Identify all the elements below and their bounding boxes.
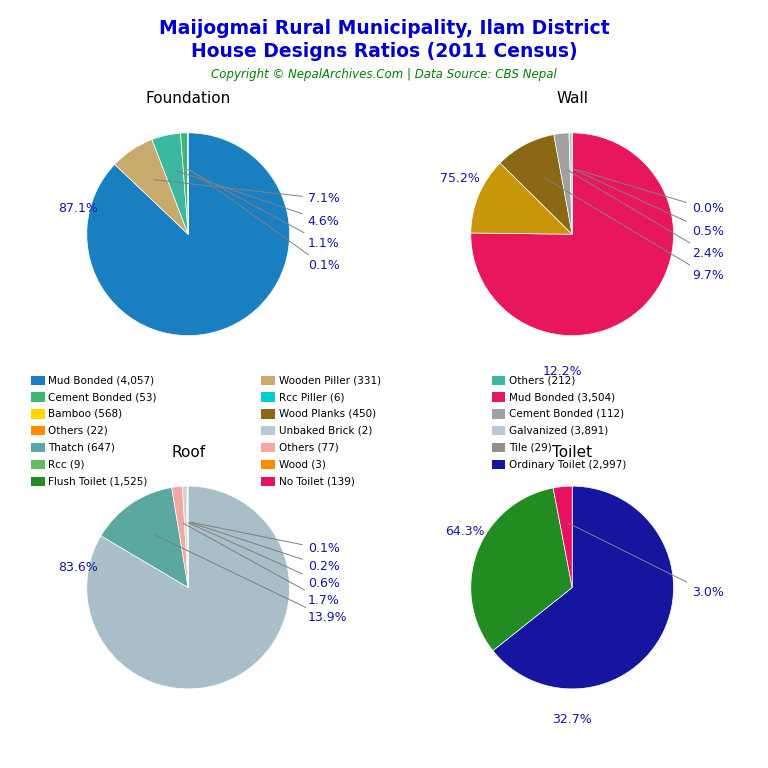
Text: Others (212): Others (212) bbox=[509, 375, 575, 386]
Text: Cement Bonded (53): Cement Bonded (53) bbox=[48, 392, 157, 402]
Text: 87.1%: 87.1% bbox=[58, 203, 98, 215]
Text: No Toilet (139): No Toilet (139) bbox=[279, 476, 355, 487]
Text: Rcc (9): Rcc (9) bbox=[48, 459, 85, 470]
Wedge shape bbox=[500, 134, 572, 234]
Wedge shape bbox=[172, 486, 188, 588]
Text: 0.5%: 0.5% bbox=[574, 170, 723, 238]
Text: House Designs Ratios (2011 Census): House Designs Ratios (2011 Census) bbox=[190, 42, 578, 61]
Text: Ordinary Toilet (2,997): Ordinary Toilet (2,997) bbox=[509, 459, 627, 470]
Wedge shape bbox=[553, 486, 572, 588]
Text: 0.0%: 0.0% bbox=[574, 169, 723, 215]
Text: 9.7%: 9.7% bbox=[544, 177, 723, 283]
Wedge shape bbox=[183, 486, 188, 588]
Wedge shape bbox=[471, 163, 572, 234]
Text: 83.6%: 83.6% bbox=[58, 561, 98, 574]
Text: 75.2%: 75.2% bbox=[440, 172, 480, 185]
Wedge shape bbox=[569, 133, 572, 234]
Wedge shape bbox=[493, 486, 674, 689]
Wedge shape bbox=[471, 488, 572, 650]
Title: Foundation: Foundation bbox=[145, 91, 231, 106]
Text: Mud Bonded (3,504): Mud Bonded (3,504) bbox=[509, 392, 615, 402]
Title: Wall: Wall bbox=[556, 91, 588, 106]
Text: 64.3%: 64.3% bbox=[445, 525, 485, 538]
Text: Rcc Piller (6): Rcc Piller (6) bbox=[279, 392, 344, 402]
Text: Wooden Piller (331): Wooden Piller (331) bbox=[279, 375, 381, 386]
Text: Wood (3): Wood (3) bbox=[279, 459, 326, 470]
Text: Mud Bonded (4,057): Mud Bonded (4,057) bbox=[48, 375, 154, 386]
Text: Flush Toilet (1,525): Flush Toilet (1,525) bbox=[48, 476, 147, 487]
Wedge shape bbox=[180, 133, 188, 234]
Text: 0.1%: 0.1% bbox=[190, 522, 339, 555]
Text: 13.9%: 13.9% bbox=[154, 535, 347, 624]
Text: 3.0%: 3.0% bbox=[568, 523, 723, 599]
Text: Wood Planks (450): Wood Planks (450) bbox=[279, 409, 376, 419]
Text: 0.6%: 0.6% bbox=[188, 523, 339, 590]
Text: Cement Bonded (112): Cement Bonded (112) bbox=[509, 409, 624, 419]
Text: Maijogmai Rural Municipality, Ilam District: Maijogmai Rural Municipality, Ilam Distr… bbox=[159, 19, 609, 38]
Wedge shape bbox=[554, 133, 572, 234]
Text: Thatch (647): Thatch (647) bbox=[48, 442, 115, 453]
Text: 0.1%: 0.1% bbox=[190, 170, 339, 272]
Text: 32.7%: 32.7% bbox=[552, 713, 592, 726]
Wedge shape bbox=[471, 133, 674, 336]
Title: Toilet: Toilet bbox=[552, 445, 592, 459]
Wedge shape bbox=[114, 140, 188, 234]
Text: Copyright © NepalArchives.Com | Data Source: CBS Nepal: Copyright © NepalArchives.Com | Data Sou… bbox=[211, 68, 557, 81]
Text: Unbaked Brick (2): Unbaked Brick (2) bbox=[279, 425, 372, 436]
Wedge shape bbox=[87, 133, 290, 336]
Wedge shape bbox=[152, 133, 188, 234]
Text: Bamboo (568): Bamboo (568) bbox=[48, 409, 123, 419]
Text: 4.6%: 4.6% bbox=[177, 170, 339, 227]
Text: Tile (29): Tile (29) bbox=[509, 442, 552, 453]
Text: Others (77): Others (77) bbox=[279, 442, 339, 453]
Text: 7.1%: 7.1% bbox=[154, 180, 339, 205]
Text: 0.2%: 0.2% bbox=[190, 522, 339, 573]
Title: Roof: Roof bbox=[171, 445, 205, 459]
Text: 1.1%: 1.1% bbox=[188, 170, 339, 250]
Wedge shape bbox=[87, 486, 290, 689]
Text: 1.7%: 1.7% bbox=[184, 523, 339, 607]
Text: Others (22): Others (22) bbox=[48, 425, 108, 436]
Wedge shape bbox=[187, 486, 188, 588]
Text: 12.2%: 12.2% bbox=[542, 365, 582, 378]
Wedge shape bbox=[101, 488, 188, 588]
Text: Galvanized (3,891): Galvanized (3,891) bbox=[509, 425, 608, 436]
Text: 2.4%: 2.4% bbox=[568, 170, 723, 260]
